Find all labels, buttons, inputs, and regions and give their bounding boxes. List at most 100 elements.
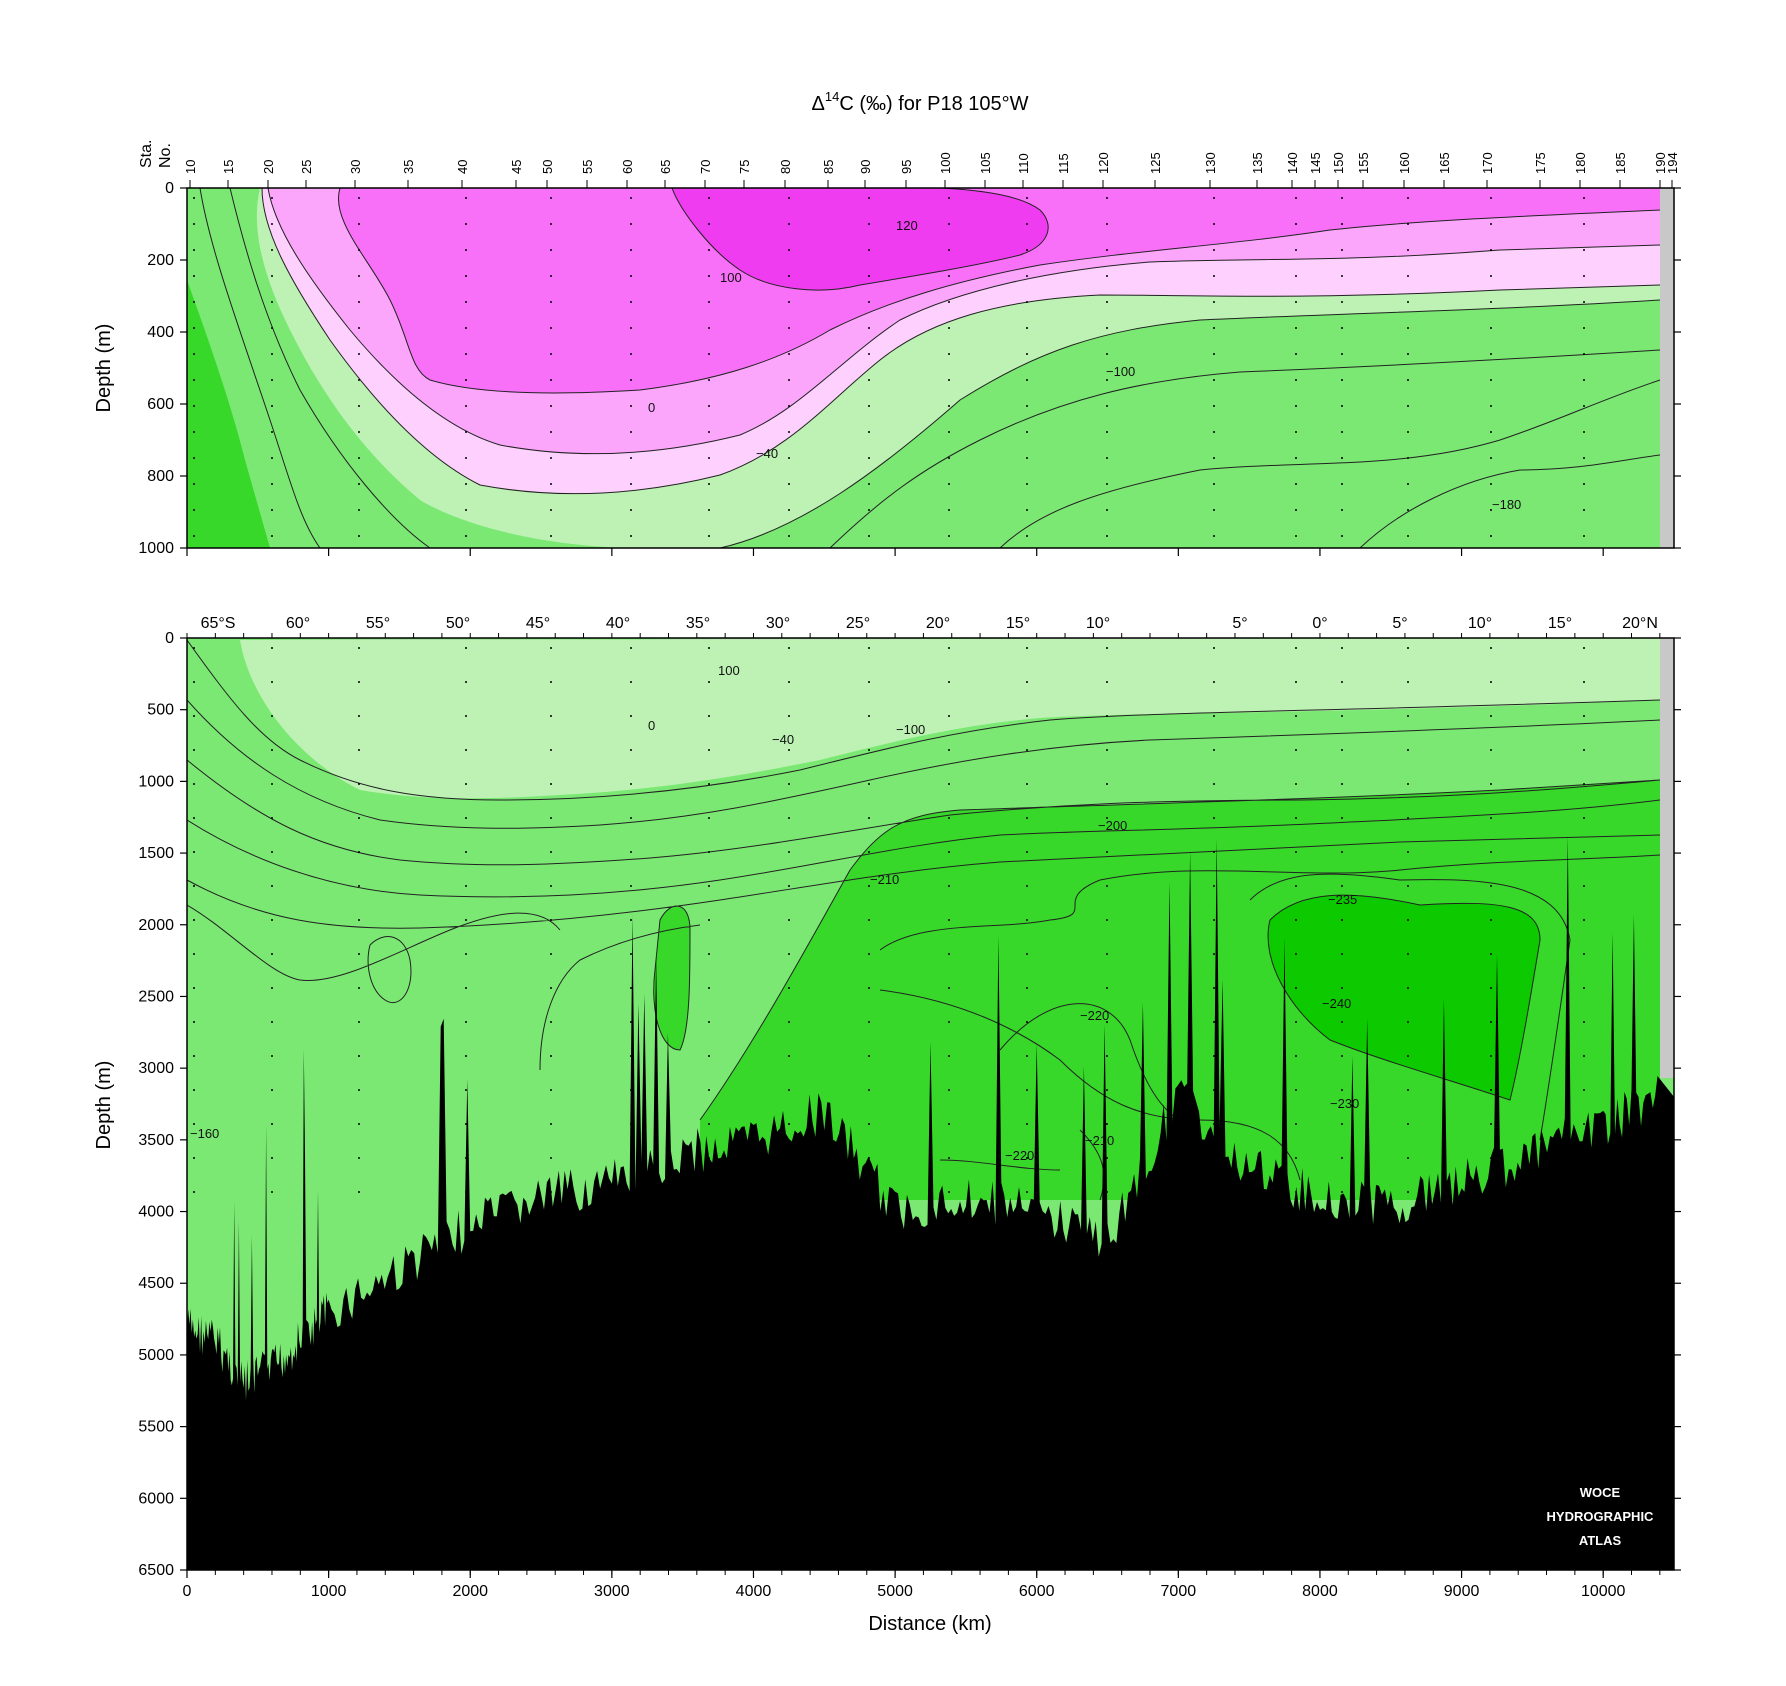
sample-dot [1213, 919, 1215, 921]
sample-dot [1295, 197, 1297, 199]
sample-dot [1026, 301, 1028, 303]
latitude-label: 45° [526, 615, 550, 632]
sample-dot [788, 783, 790, 785]
sample-dot [948, 275, 950, 277]
sample-dot [1407, 353, 1409, 355]
sample-dot [271, 647, 273, 649]
latitude-label: 10° [1468, 615, 1492, 632]
sample-dot [1583, 223, 1585, 225]
sample-dot [358, 987, 360, 989]
sample-dot [1213, 817, 1215, 819]
sample-dot [1026, 681, 1028, 683]
sample-dot [788, 379, 790, 381]
top-y-tick-label: 1000 [138, 540, 174, 557]
sample-dot [550, 783, 552, 785]
sample-dot [630, 885, 632, 887]
sample-dot [1583, 1123, 1585, 1125]
sample-dot [193, 1089, 195, 1091]
sample-dot [1490, 885, 1492, 887]
title-superscript: 14 [825, 89, 839, 104]
sample-dot [1026, 379, 1028, 381]
sample-dot [1106, 1055, 1108, 1057]
sample-dot [1341, 987, 1343, 989]
sample-dot [1213, 431, 1215, 433]
sample-dot [271, 715, 273, 717]
sample-dot [1106, 783, 1108, 785]
station-number-label: 175 [1533, 152, 1548, 174]
bottom-y-tick-label: 6500 [138, 1562, 174, 1579]
sample-dot [1213, 379, 1215, 381]
sample-dot [358, 1191, 360, 1193]
station-number-label: 105 [978, 152, 993, 174]
sample-dot [1295, 1055, 1297, 1057]
bottom-band-green-mid [700, 780, 1660, 1200]
sample-dot [1490, 431, 1492, 433]
sample-dot [550, 817, 552, 819]
sample-dot [1583, 327, 1585, 329]
sample-dot [1106, 953, 1108, 955]
sample-dot [1490, 353, 1492, 355]
sample-dot [788, 1021, 790, 1023]
sample-dot [630, 953, 632, 955]
sample-dot [1583, 353, 1585, 355]
sample-dot [1490, 1089, 1492, 1091]
sample-dot [550, 379, 552, 381]
sample-dot [1026, 249, 1028, 251]
sample-dot [630, 379, 632, 381]
top-station-dots [193, 197, 1665, 537]
sample-dot [358, 379, 360, 381]
sample-dot [193, 353, 195, 355]
sample-dot [788, 987, 790, 989]
sample-dot [193, 1021, 195, 1023]
sample-dot [708, 535, 710, 537]
sample-dot [1295, 647, 1297, 649]
sample-dot [788, 953, 790, 955]
latitude-label: 15° [1548, 615, 1572, 632]
sample-dot [550, 1123, 552, 1125]
sample-dot [1490, 327, 1492, 329]
sample-dot [271, 987, 273, 989]
sample-dot [1213, 353, 1215, 355]
sample-dot [1213, 483, 1215, 485]
sample-dot [358, 249, 360, 251]
sample-dot [465, 919, 467, 921]
sample-dot [1295, 919, 1297, 921]
sample-dot [1026, 1089, 1028, 1091]
station-number-label: 60 [620, 160, 635, 174]
title-prefix: Δ [812, 93, 825, 115]
sample-dot [708, 431, 710, 433]
sample-dot [630, 431, 632, 433]
sample-dot [1295, 301, 1297, 303]
station-number-label: 25 [299, 160, 314, 174]
sample-dot [630, 817, 632, 819]
sample-dot [358, 1123, 360, 1125]
sample-dot [868, 1021, 870, 1023]
sample-dot [1583, 851, 1585, 853]
sample-dot [271, 223, 273, 225]
station-number-label: 15 [221, 160, 236, 174]
sample-dot [708, 353, 710, 355]
bottom-panel-frame [186, 637, 1675, 1571]
sample-dot [1213, 275, 1215, 277]
sample-dot [193, 431, 195, 433]
sample-dot [271, 1123, 273, 1125]
contour-label: −230 [1330, 1096, 1359, 1111]
sample-dot [1295, 987, 1297, 989]
sample-dot [1407, 817, 1409, 819]
sample-dot [1407, 1089, 1409, 1091]
sample-dot [1407, 483, 1409, 485]
sample-dot [358, 919, 360, 921]
sample-dot [1407, 249, 1409, 251]
sample-dot [868, 275, 870, 277]
sample-dot [630, 851, 632, 853]
contour-label: −100 [1106, 364, 1135, 379]
sample-dot [1490, 851, 1492, 853]
station-axis-label-no: No. [157, 143, 174, 168]
x-tick-label: 1000 [311, 1583, 347, 1600]
sample-dot [868, 851, 870, 853]
sample-dot [1407, 749, 1409, 751]
sample-dot [868, 223, 870, 225]
sample-dot [1106, 885, 1108, 887]
sample-dot [1295, 681, 1297, 683]
sample-dot [948, 301, 950, 303]
